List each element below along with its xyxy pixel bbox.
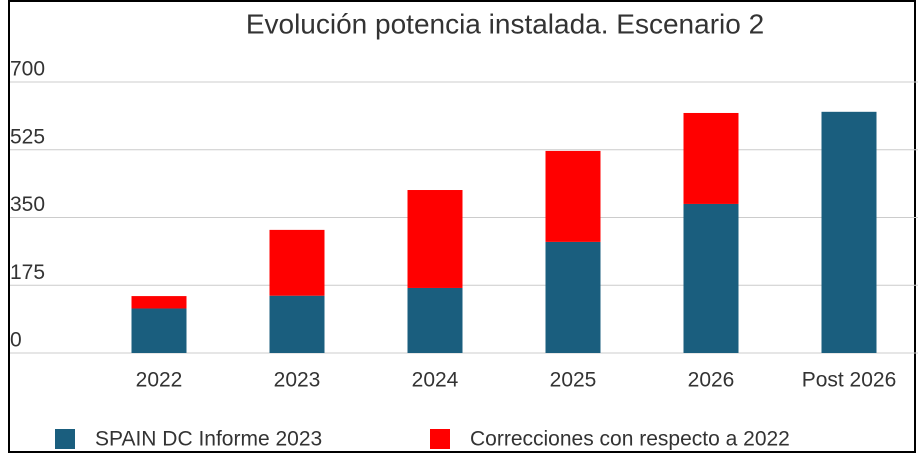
- bar-segment: [821, 111, 877, 353]
- x-tick-label: 2025: [550, 369, 597, 392]
- x-tick-label: 2023: [274, 369, 321, 392]
- y-tick-label: 350: [10, 193, 45, 216]
- x-tick-label: 2022: [136, 369, 183, 392]
- bar-segment: [545, 241, 601, 353]
- y-tick-label: 175: [10, 261, 45, 284]
- bar-segment: [407, 287, 463, 353]
- bar-segment: [545, 150, 601, 242]
- x-tick-label: Post 2026: [802, 369, 897, 392]
- bar-segment: [683, 203, 739, 353]
- chart-title: Evolución potencia instalada. Escenario …: [246, 8, 764, 39]
- bar-segment: [407, 190, 463, 288]
- x-tick-label: 2024: [412, 369, 459, 392]
- legend-label: SPAIN DC Informe 2023: [95, 428, 322, 451]
- bar-segment: [269, 295, 325, 353]
- legend-swatch: [55, 429, 75, 449]
- legend-label: Correcciones con respecto a 2022: [470, 428, 790, 451]
- x-tick-label: 2026: [688, 369, 735, 392]
- bar-segment: [269, 229, 325, 296]
- bar-segment: [683, 112, 739, 204]
- y-tick-label: 700: [10, 58, 45, 81]
- y-tick-label: 0: [10, 329, 22, 352]
- legend-swatch: [430, 429, 450, 449]
- bar-segment: [131, 308, 187, 353]
- y-tick-label: 525: [10, 125, 45, 148]
- bar-segment: [131, 296, 187, 309]
